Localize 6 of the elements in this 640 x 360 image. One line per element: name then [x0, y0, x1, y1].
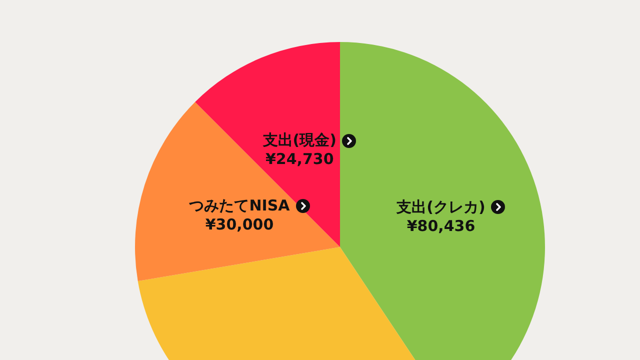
- slice-label: 支出(クレカ): [396, 198, 486, 216]
- slice-label: 支出(現金): [262, 131, 336, 150]
- data-label: ¥24,730: [265, 150, 334, 168]
- data-label: ¥30,000: [205, 215, 274, 234]
- data-label: ¥80,436: [406, 216, 476, 235]
- slice-label: つみたてNISA: [188, 196, 290, 214]
